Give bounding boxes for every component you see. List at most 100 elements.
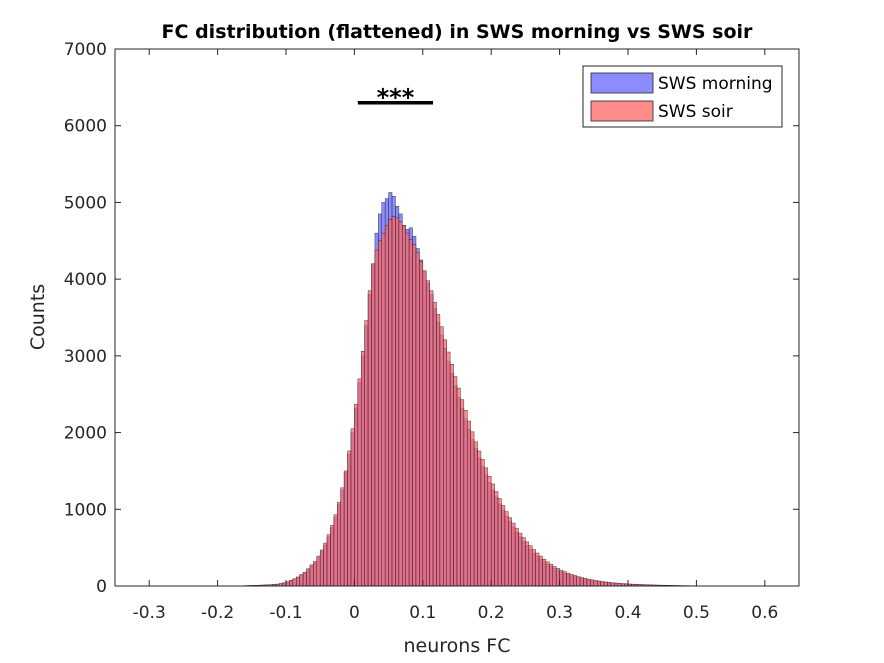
histogram-bar (518, 532, 523, 587)
histogram-bar (391, 215, 396, 587)
y-tick-label: 6000 (64, 117, 107, 137)
histogram-bar (381, 232, 386, 587)
histogram-bar (289, 580, 294, 587)
histogram-bar (460, 399, 465, 587)
histogram-bar (545, 561, 550, 587)
histogram-bar (354, 403, 359, 587)
histogram-bar (456, 387, 461, 587)
histogram-bar (299, 574, 304, 587)
histogram-bar (480, 459, 485, 587)
histogram-bar (398, 221, 403, 587)
x-tick-label: 0 (349, 603, 360, 623)
legend: SWS morning SWS soir (582, 65, 783, 128)
histogram-bar (487, 476, 492, 587)
histogram-bar (525, 541, 530, 587)
histogram-bar (521, 537, 526, 587)
histogram-bar (371, 263, 376, 587)
histogram-bar (292, 578, 297, 587)
histogram-bar (508, 517, 512, 587)
histogram-bar (357, 378, 362, 587)
histogram-bar (535, 552, 540, 587)
y-tick-label: 5000 (64, 193, 107, 213)
histogram-bar (449, 364, 454, 587)
histogram-bar (467, 420, 471, 587)
histogram-bar (549, 563, 554, 587)
histogram-bar (562, 571, 567, 587)
legend-label-sws-morning: SWS morning (658, 74, 773, 94)
histogram-bar (343, 470, 348, 587)
histogram-bar (559, 569, 564, 587)
histogram-bar (402, 225, 406, 587)
histogram-bar (596, 580, 601, 587)
histogram-bar (590, 579, 595, 587)
histogram-bar (285, 581, 290, 587)
histogram-bar (378, 240, 383, 587)
histogram-bar (501, 505, 506, 587)
y-tick-label: 4000 (64, 270, 107, 290)
histogram-bar (552, 566, 557, 587)
x-tick-label: -0.2 (201, 603, 234, 623)
y-tick-label: 0 (96, 577, 107, 597)
legend-label-sws-soir: SWS soir (658, 102, 733, 122)
histogram-bar (422, 270, 427, 587)
histogram-bar (607, 582, 612, 587)
histogram-bar (576, 576, 581, 587)
x-axis-label: neurons FC (404, 635, 511, 657)
x-tick-label: -0.3 (133, 603, 166, 623)
legend-swatch-sws-soir (590, 100, 654, 122)
histogram-bar (326, 534, 331, 587)
histogram-bar (360, 351, 365, 587)
histogram-bar (306, 568, 311, 587)
significance-stars: *** (377, 84, 415, 112)
histogram-bar (528, 545, 533, 587)
histogram-bar (600, 581, 605, 587)
histogram-bar (593, 580, 598, 587)
histogram-bar (319, 549, 324, 587)
histogram-bar (429, 290, 434, 587)
histogram-bar (313, 561, 318, 587)
axis-ticks: -0.3 -0.2 -0.1 0 0.1 0.2 0.3 0.4 0.5 0.6 0 1000 2000… (64, 40, 799, 623)
histogram-bar (443, 339, 447, 587)
histogram-bar (340, 487, 345, 587)
histogram-bar (330, 525, 335, 587)
histogram-bar (432, 301, 437, 587)
histogram-bar (412, 244, 417, 587)
histogram-bar (364, 320, 369, 587)
histogram-bar (302, 571, 307, 587)
histogram-bar (347, 450, 352, 587)
histogram-bar (425, 280, 430, 587)
x-tick-label: 0.6 (751, 603, 778, 623)
series-sws-soir (244, 215, 704, 587)
histogram-bar (538, 555, 543, 587)
y-axis-label: Counts (27, 284, 49, 350)
histogram-bar (463, 410, 468, 587)
histogram-bar (470, 431, 475, 587)
histogram-bar (439, 326, 444, 587)
histogram-bar (579, 577, 584, 587)
y-tick-label: 2000 (64, 424, 107, 444)
chart-title: FC distribution (flattened) in SWS morni… (162, 21, 754, 43)
histogram-bar (573, 575, 577, 587)
histogram-bar (511, 522, 516, 587)
histogram-bar (542, 558, 547, 587)
y-tick-label: 1000 (64, 500, 107, 520)
x-tick-label: 0.4 (614, 603, 641, 623)
histogram-bar (569, 574, 574, 587)
legend-swatch-sws-morning (590, 72, 654, 94)
histogram-bar (477, 450, 482, 587)
histogram-bar (367, 290, 372, 587)
histogram-bar (309, 564, 314, 587)
x-tick-label: -0.1 (269, 603, 302, 623)
x-tick-label: 0.3 (546, 603, 573, 623)
histogram-bar (350, 428, 355, 587)
histogram-bar (531, 549, 536, 587)
histogram-bar (514, 528, 519, 587)
histogram-bar (316, 555, 321, 587)
histogram-bar (504, 511, 509, 587)
histogram-bar (453, 376, 458, 587)
histogram-bar (583, 578, 588, 587)
significance-annotation: *** (357, 84, 434, 112)
histogram-bar (405, 232, 410, 587)
histogram-bar (555, 568, 560, 587)
y-tick-label: 3000 (64, 347, 107, 367)
